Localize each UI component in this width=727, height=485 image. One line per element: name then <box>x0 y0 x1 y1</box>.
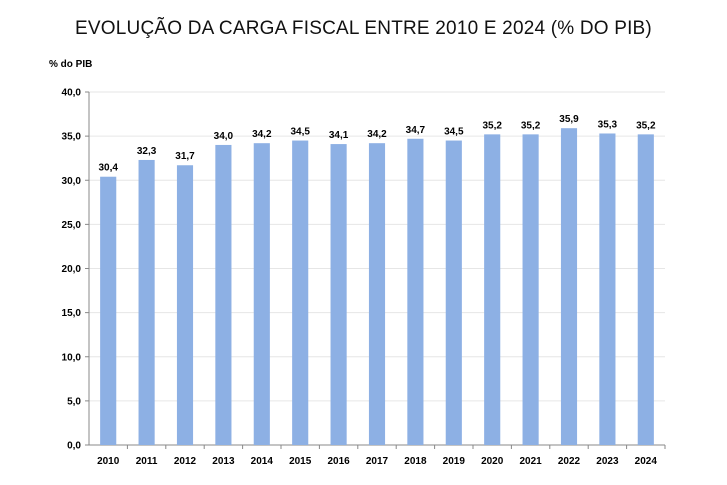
data-label: 35,2 <box>636 120 656 131</box>
bar <box>330 144 347 445</box>
data-label: 32,3 <box>137 146 157 157</box>
bar <box>292 140 309 445</box>
x-tick-label: 2022 <box>558 456 581 467</box>
bar <box>176 165 194 445</box>
x-tick-label: 2017 <box>366 456 389 467</box>
data-label: 34,5 <box>444 127 464 138</box>
y-tick-label: 40,0 <box>62 88 82 99</box>
x-tick-label: 2014 <box>251 456 274 467</box>
x-tick-label: 2016 <box>327 456 350 467</box>
data-label: 35,9 <box>559 114 579 125</box>
x-tick-label: 2011 <box>136 456 158 467</box>
data-label: 34,2 <box>252 129 272 140</box>
y-tick-label: 15,0 <box>62 308 82 319</box>
x-tick-label: 2015 <box>289 456 312 467</box>
data-label: 35,3 <box>598 119 618 130</box>
data-label: 34,0 <box>214 131 234 142</box>
bar <box>100 176 117 445</box>
bar <box>138 159 155 445</box>
bar <box>599 133 616 446</box>
bar <box>637 134 654 446</box>
x-tick-label: 2010 <box>97 456 120 467</box>
bar <box>522 134 539 446</box>
bar <box>560 128 578 445</box>
chart-title: EVOLUÇÃO DA CARGA FISCAL ENTRE 2010 E 20… <box>75 18 652 39</box>
bar <box>407 138 424 445</box>
x-tick-label: 2020 <box>481 456 504 467</box>
data-label: 34,7 <box>406 125 426 136</box>
data-label: 34,2 <box>367 129 387 140</box>
data-label: 30,4 <box>98 163 118 174</box>
data-label: 31,7 <box>175 151 195 162</box>
y-axis-unit-label: % do PIB <box>49 59 93 70</box>
data-label: 34,1 <box>329 130 349 141</box>
y-tick-label: 10,0 <box>62 352 82 363</box>
x-tick-label: 2021 <box>519 456 542 467</box>
x-tick-label: 2012 <box>174 456 197 467</box>
y-tick-label: 25,0 <box>62 220 82 231</box>
data-label: 34,5 <box>290 127 310 138</box>
y-tick-label: 30,0 <box>62 176 82 187</box>
data-label: 35,2 <box>482 120 502 131</box>
bar <box>368 143 386 445</box>
bar <box>445 140 462 445</box>
x-tick-label: 2023 <box>596 456 619 467</box>
x-tick-label: 2013 <box>212 456 235 467</box>
y-tick-label: 20,0 <box>62 264 82 275</box>
bar <box>215 144 232 445</box>
data-label: 35,2 <box>521 120 541 131</box>
x-tick-label: 2019 <box>443 456 466 467</box>
bar <box>253 143 270 445</box>
y-tick-label: 0,0 <box>67 441 81 452</box>
x-tick-label: 2018 <box>404 456 427 467</box>
bar <box>484 134 501 446</box>
y-tick-label: 5,0 <box>67 396 81 407</box>
x-tick-label: 2024 <box>635 456 658 467</box>
y-tick-label: 35,0 <box>62 132 82 143</box>
